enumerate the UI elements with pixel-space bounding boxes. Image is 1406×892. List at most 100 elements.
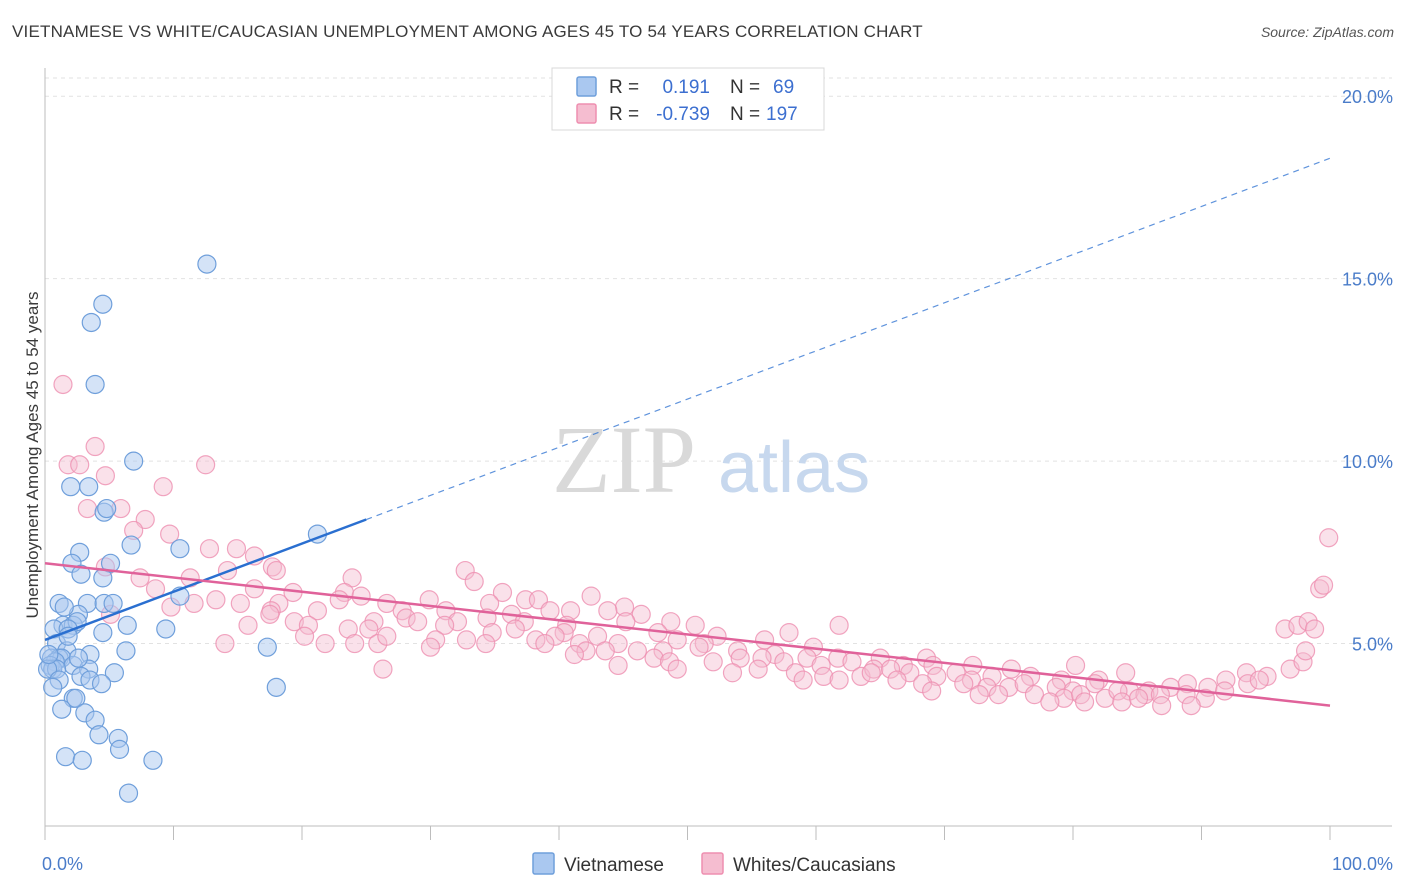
- watermark: ZIP atlas: [552, 406, 870, 513]
- vietnamese-point: [68, 648, 89, 668]
- trend-lines: [44, 157, 1331, 707]
- vietnamese-point: [66, 688, 86, 708]
- white-point: [814, 666, 834, 687]
- vietnamese-point: [72, 750, 92, 770]
- white-point: [535, 633, 555, 654]
- vietnamese-point: [116, 641, 136, 661]
- white-point: [829, 670, 849, 690]
- white-point: [969, 685, 989, 705]
- white-point: [1116, 663, 1136, 683]
- vietnamese-point: [257, 637, 277, 657]
- white-point: [160, 524, 180, 544]
- white-point: [408, 612, 428, 632]
- white-point: [661, 612, 681, 632]
- bottom-legend-whites: Whites/Caucasians: [733, 855, 896, 876]
- white-point: [545, 626, 565, 646]
- white-point: [1304, 619, 1325, 639]
- white-point: [1112, 692, 1132, 712]
- white-point: [1310, 579, 1330, 599]
- white-point: [226, 539, 247, 559]
- watermark-zip: ZIP: [552, 406, 696, 513]
- white-point: [1215, 681, 1235, 701]
- white-point: [922, 681, 942, 701]
- legend-n-label-2: N =: [730, 104, 760, 125]
- vietnamese-point: [117, 615, 137, 635]
- axes: [44, 68, 1392, 840]
- white-point: [206, 590, 226, 610]
- white-point: [1074, 692, 1095, 712]
- legend-r-label-2: R =: [609, 104, 639, 125]
- white-point: [298, 615, 319, 635]
- white-point: [215, 633, 235, 654]
- white-point: [464, 571, 484, 592]
- white-point: [260, 604, 280, 624]
- vietnamese-point: [143, 750, 163, 770]
- source-label: Source: ZipAtlas.com: [1260, 24, 1394, 40]
- white-point: [667, 659, 687, 679]
- white-point: [829, 615, 849, 635]
- white-point: [1128, 688, 1149, 708]
- top-legend: R = 0.191 N = 69 R = -0.739 N = 197: [551, 67, 825, 131]
- white-point: [608, 655, 628, 676]
- vietnamese-point: [170, 539, 190, 559]
- white-point: [1319, 528, 1339, 548]
- white-point: [377, 626, 397, 646]
- white-point: [1295, 641, 1316, 661]
- white-point: [476, 633, 496, 654]
- white-point: [581, 586, 601, 606]
- white-point: [1065, 655, 1086, 676]
- white-point: [244, 579, 265, 599]
- white-point: [631, 604, 651, 624]
- white-point: [435, 615, 455, 635]
- vietnamese-point: [79, 477, 99, 497]
- white-point: [954, 674, 974, 694]
- white-point: [977, 677, 997, 697]
- vietnamese-point: [121, 535, 141, 555]
- white-point: [345, 633, 365, 654]
- vietnamese-point: [85, 374, 105, 395]
- bottom-legend-vietnamese: Vietnamese: [564, 855, 664, 876]
- white-point: [569, 633, 590, 654]
- white-point: [828, 648, 848, 668]
- legend-n-value-1: 69: [773, 77, 794, 98]
- vietnamese-point: [52, 699, 72, 719]
- vietnamese-point: [93, 623, 113, 643]
- vietnamese-point: [61, 477, 81, 497]
- white-point: [880, 659, 901, 679]
- white-point: [307, 601, 328, 621]
- white-point: [1275, 619, 1295, 639]
- white-point: [627, 641, 647, 661]
- white-point: [703, 652, 723, 672]
- white-point: [1152, 695, 1172, 716]
- watermark-atlas: atlas: [718, 428, 870, 508]
- white-point: [85, 436, 105, 457]
- vietnamese-points: [37, 254, 328, 803]
- vietnamese-point: [156, 619, 176, 639]
- white-point: [728, 641, 748, 661]
- white-point: [785, 663, 806, 683]
- white-point: [752, 648, 772, 668]
- legend-swatch-vietnamese: [576, 76, 597, 97]
- legend-box: [551, 67, 825, 131]
- white-point: [396, 608, 416, 628]
- white-point: [999, 677, 1019, 697]
- vietnamese-point: [93, 294, 113, 314]
- white-point: [315, 633, 335, 654]
- vietnamese-point: [118, 783, 139, 803]
- white-point: [540, 601, 560, 621]
- white-point: [861, 663, 881, 683]
- vietnamese-point: [89, 725, 109, 745]
- vietnamese-point: [81, 312, 101, 333]
- y-tick-label: 20.0%: [1342, 87, 1393, 107]
- white-point: [1024, 685, 1045, 705]
- white-point: [864, 659, 884, 679]
- legend-swatch-whites: [576, 103, 597, 124]
- white-point: [685, 615, 705, 635]
- white-point: [694, 633, 714, 654]
- vietnamese-point: [71, 564, 91, 584]
- white-point: [373, 659, 393, 679]
- white-point: [564, 644, 585, 665]
- white-point: [492, 582, 513, 603]
- vietnamese-point: [97, 498, 117, 519]
